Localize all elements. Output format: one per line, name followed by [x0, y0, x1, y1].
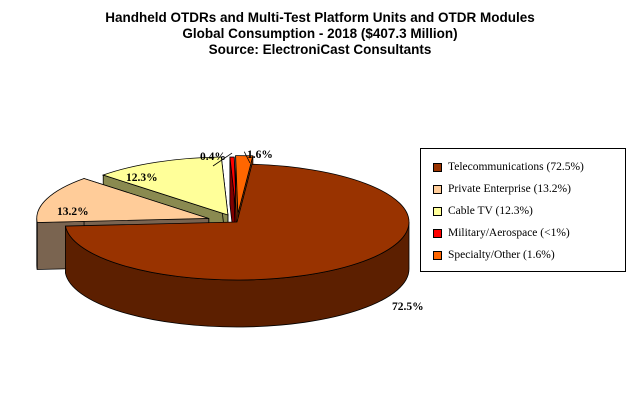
legend-swatch: [433, 250, 442, 260]
legend-swatch: [433, 228, 442, 238]
slice-label-1: 13.2%: [57, 206, 89, 218]
pie-slice-top: [36, 178, 209, 223]
legend-swatch: [433, 162, 442, 172]
leader-line-military: [212, 152, 233, 167]
legend-item-1: Private Enterprise (13.2%): [433, 178, 625, 200]
legend-label: Specialty/Other (1.6%): [448, 249, 555, 261]
slice-label-0: 72.5%: [392, 301, 424, 313]
legend-item-2: Cable TV (12.3%): [433, 200, 625, 222]
legend-item-4: Specialty/Other (1.6%): [433, 244, 625, 266]
chart-source: Source: ElectroniCast Consultants: [208, 42, 432, 57]
legend-item-3: Military/Aerospace (<1%): [433, 222, 625, 244]
chart-subtitle: Global Consumption - 2018 ($407.3 Millio…: [182, 26, 458, 41]
pie-slice-top: [235, 155, 254, 214]
pie-slice-0: [64, 163, 410, 328]
chart-title: Handheld OTDRs and Multi-Test Platform U…: [105, 10, 535, 25]
legend-label: Private Enterprise (13.2%): [448, 183, 571, 195]
legend-swatch: [433, 184, 442, 194]
legend-label: Cable TV (12.3%): [448, 205, 533, 217]
legend-label: Military/Aerospace (<1%): [448, 227, 570, 239]
slice-label-3: 0.4%: [200, 151, 226, 163]
legend-item-0: Telecommunications (72.5%): [433, 156, 625, 178]
leader-line-specialty: [243, 151, 251, 164]
pie-slice-top: [229, 156, 237, 216]
pie-slice-top: [64, 163, 410, 281]
legend-swatch: [433, 206, 442, 216]
pie-slice-top: [101, 156, 229, 216]
slice-label-2: 12.3%: [126, 172, 158, 184]
slice-label-4: 1.6%: [247, 149, 273, 161]
legend: Telecommunications (72.5%) Private Enterp…: [420, 148, 626, 272]
chart-title-block: Handheld OTDRs and Multi-Test Platform U…: [0, 10, 640, 58]
legend-label: Telecommunications (72.5%): [448, 161, 584, 173]
